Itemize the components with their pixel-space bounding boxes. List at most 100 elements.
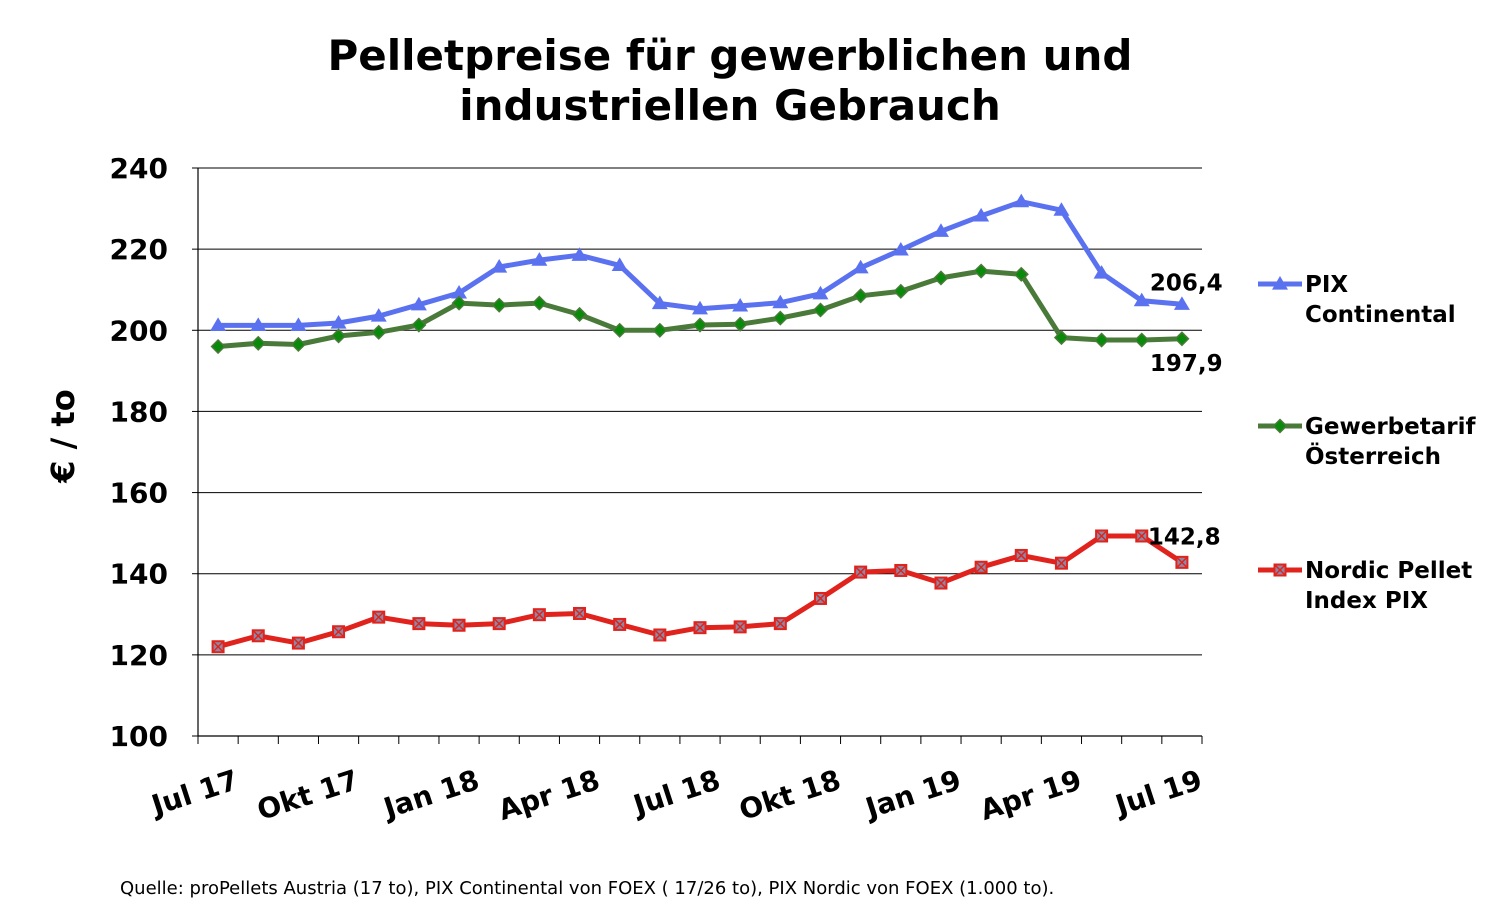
series-lines <box>210 193 1190 654</box>
series-2-point-24-cross-b <box>1175 556 1188 569</box>
series-0-point-6 <box>451 284 468 299</box>
y-tick-label-240: 240 <box>110 152 168 185</box>
series-2-point-9-cross-b <box>573 607 586 620</box>
legend-label-1-line-0: Gewerbetarif <box>1305 414 1476 440</box>
series-0-point-14 <box>772 294 789 309</box>
series-2-point-17-cross-b <box>894 564 907 577</box>
series-2-point-21 <box>1054 556 1068 570</box>
series-2-point-15-cross-b <box>814 592 827 605</box>
series-2-point-15 <box>813 591 827 605</box>
series-2-point-5-cross-b <box>412 617 425 630</box>
series-2-point-6 <box>452 618 466 632</box>
series-2-point-16-cross-b <box>854 566 867 579</box>
series-2-point-3 <box>332 625 346 639</box>
series-0-point-7 <box>491 258 508 273</box>
series-1-point-4 <box>371 324 387 340</box>
legend-entry-0: PIX Continental <box>1258 272 1456 328</box>
end-label-2: 142,8 <box>1148 524 1221 550</box>
legend-label-0-line-1: Continental <box>1305 302 1456 328</box>
x-tick-label: Jan 18 <box>378 763 483 825</box>
series-2-point-6-cross-b <box>453 619 466 632</box>
series-1-point-21 <box>1053 330 1070 346</box>
y-tick-label-100: 100 <box>110 720 168 753</box>
series-1-point-8 <box>531 295 547 311</box>
series-2-point-18 <box>934 576 948 590</box>
series-0-point-19 <box>973 207 990 222</box>
series-2-point-0 <box>211 640 225 654</box>
series-0-point-9 <box>571 247 588 261</box>
series-1-point-23 <box>1134 332 1150 348</box>
series-0-point-24 <box>1173 296 1190 310</box>
series-2-point-8-cross-b <box>533 608 546 621</box>
series-1-point-6 <box>451 295 467 311</box>
series-2-point-19 <box>974 560 988 574</box>
series-2-point-10-cross-b <box>613 618 626 631</box>
x-tick-label: Apr 18 <box>494 763 603 827</box>
series-2-point-20-cross-b <box>1015 549 1028 562</box>
series-0-point-23 <box>1133 292 1150 307</box>
series-0-point-18 <box>932 223 949 237</box>
series-1-point-24 <box>1174 331 1190 347</box>
y-tick-labels: 100 120 140 160 180 200 220 240 <box>110 152 168 753</box>
series-1-point-14 <box>772 310 788 326</box>
series-1-point-19 <box>973 263 989 279</box>
series-0-point-12 <box>692 300 708 315</box>
series-0-point-4 <box>370 308 387 322</box>
source-note: Quelle: proPellets Austria (17 to), PIX … <box>120 878 1054 899</box>
series-0-point-3 <box>330 314 347 329</box>
series-2-point-14 <box>773 617 787 631</box>
series-1-point-9 <box>571 306 588 323</box>
series-2-point-17 <box>894 563 908 577</box>
series-0-point-8 <box>531 252 548 266</box>
legend-marker-1 <box>1272 418 1288 434</box>
end-value-labels: 206,4 197,9 142,8 <box>1148 270 1223 550</box>
series-0-point-11 <box>651 295 668 310</box>
x-tick-label: Apr 19 <box>976 763 1085 827</box>
series-0-point-20 <box>1013 193 1030 208</box>
series-2-point-8 <box>532 608 546 622</box>
legend-marker-0 <box>1272 276 1288 290</box>
series-2-point-0-cross-b <box>212 640 225 653</box>
series-2-point-20 <box>1014 548 1028 562</box>
x-tick-label: Okt 18 <box>735 763 845 827</box>
series-2-point-3-cross-b <box>332 625 345 638</box>
series-2-point-19-cross-b <box>975 561 988 574</box>
series-2-point-1 <box>251 629 265 643</box>
series-0-point-17 <box>892 241 909 256</box>
series-1-point-10 <box>612 322 628 338</box>
series-2-point-4-cross-b <box>372 611 385 624</box>
series-0-point-13 <box>732 297 749 312</box>
series-2-point-22-cross-b <box>1095 529 1108 543</box>
series-0 <box>210 193 1190 332</box>
series-1-point-13 <box>732 316 748 332</box>
legend-label-2-line-1: Index PIX <box>1305 588 1428 614</box>
legend-label-1-line-1: Österreich <box>1305 442 1441 470</box>
series-0-point-21 <box>1053 202 1070 216</box>
series-1-point-3 <box>330 328 347 344</box>
series-1-point-5 <box>411 317 427 333</box>
series-2-point-23 <box>1135 529 1149 543</box>
series-2-point-21-cross-b <box>1055 557 1068 570</box>
series-1-point-15 <box>812 302 829 318</box>
y-axis-label: € / to <box>44 389 82 484</box>
series-2-point-11-cross-b <box>653 628 666 642</box>
series-2-point-14-cross-b <box>774 617 787 630</box>
series-2-point-1-cross-b <box>252 629 265 642</box>
series-0-point-0 <box>210 317 227 332</box>
series-0-point-10 <box>611 257 628 271</box>
y-tick-label-140: 140 <box>110 558 168 591</box>
series-0-point-22 <box>1093 265 1110 279</box>
y-tick-label-200: 200 <box>110 314 168 347</box>
legend-marker-2-cross-b <box>1273 563 1287 577</box>
end-label-1: 197,9 <box>1150 351 1223 377</box>
series-2-point-7 <box>492 617 506 631</box>
series-2-point-13-cross-b <box>734 620 747 633</box>
series-2-point-5 <box>412 617 426 631</box>
axes <box>192 167 1203 744</box>
series-2-point-2-cross-b <box>292 637 305 650</box>
series-0-point-15 <box>812 285 829 300</box>
y-tick-label-120: 120 <box>110 639 168 672</box>
